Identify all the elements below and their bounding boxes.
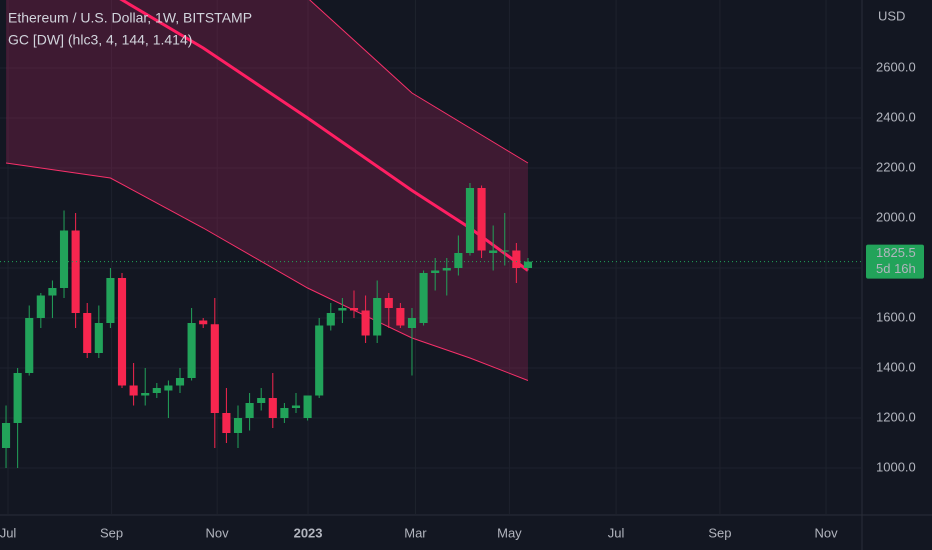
candle-body [465, 188, 475, 253]
candle-body [141, 393, 150, 396]
band-line [5, 162, 529, 381]
candle-body [164, 385, 173, 391]
y-tick-label: 1200.0 [876, 409, 916, 424]
candle-body [222, 413, 231, 433]
candle-body [291, 405, 301, 408]
candle-body [106, 278, 115, 323]
candle-body [396, 308, 405, 326]
plot-area [0, 0, 862, 515]
x-tick-label: Jul [608, 525, 625, 540]
candle-body [268, 398, 277, 418]
candle-body [338, 308, 347, 311]
candle-body [83, 313, 92, 353]
candle-body [431, 270, 440, 273]
candle-body [152, 388, 161, 393]
candle-body [71, 230, 80, 313]
chart-title: Ethereum / U.S. Dollar, 1W, BITSTAMP [8, 10, 252, 26]
candle-body [523, 261, 533, 268]
y-tick-label: 2600.0 [876, 59, 916, 74]
candle-body [326, 313, 335, 326]
candle-body [407, 318, 417, 328]
candle-body [25, 318, 34, 373]
candle-body [477, 188, 486, 251]
candle-body [13, 373, 22, 423]
candle-body [442, 268, 451, 271]
candle-body [373, 298, 382, 336]
indicator-label: GC [DW] (hlc3, 4, 144, 1.414) [8, 32, 192, 48]
candle-body [489, 250, 498, 253]
y-tick-label: 1000.0 [876, 459, 916, 474]
candle-body [419, 273, 428, 323]
last-price-box [866, 244, 924, 279]
candle-body [129, 385, 138, 396]
candle-body [210, 324, 219, 413]
candle-body [175, 378, 185, 386]
x-tick-label: 2023 [294, 525, 323, 540]
candle-body [94, 323, 103, 353]
countdown-label: 5d 16h [876, 261, 916, 276]
candle-body [315, 325, 324, 396]
y-tick-label: 2200.0 [876, 159, 916, 174]
candle-body [245, 403, 254, 418]
candle-body [500, 250, 509, 252]
x-tick-label: Jul [0, 525, 16, 540]
candle-body [187, 323, 196, 378]
candle-body [280, 408, 289, 418]
y-axis-label: USD [878, 8, 905, 23]
last-price-label: 1825.5 [876, 245, 916, 260]
candle-body [349, 308, 359, 311]
candle-body [117, 278, 127, 386]
y-tick-label: 1400.0 [876, 359, 916, 374]
x-tick-label: Sep [100, 525, 123, 540]
candle-body [303, 395, 312, 418]
x-tick-label: Nov [814, 525, 838, 540]
candle-body [361, 310, 370, 336]
y-tick-label: 2000.0 [876, 209, 916, 224]
candle-body [1, 423, 11, 448]
candle-body [384, 298, 393, 308]
candle-body [48, 288, 57, 296]
candle-body [59, 230, 69, 288]
candle-body [36, 295, 45, 318]
candle-body [512, 250, 521, 268]
band-line [309, 0, 529, 164]
candle-body [199, 320, 208, 325]
x-tick-label: Sep [708, 525, 731, 540]
x-tick-label: Nov [206, 525, 230, 540]
x-tick-label: May [497, 525, 522, 540]
candle-body [233, 418, 243, 433]
y-tick-label: 1600.0 [876, 309, 916, 324]
band-fill [6, 0, 528, 381]
candle-body [454, 253, 463, 268]
x-tick-label: Mar [404, 525, 427, 540]
y-tick-label: 2400.0 [876, 109, 916, 124]
candle-body [257, 398, 266, 403]
